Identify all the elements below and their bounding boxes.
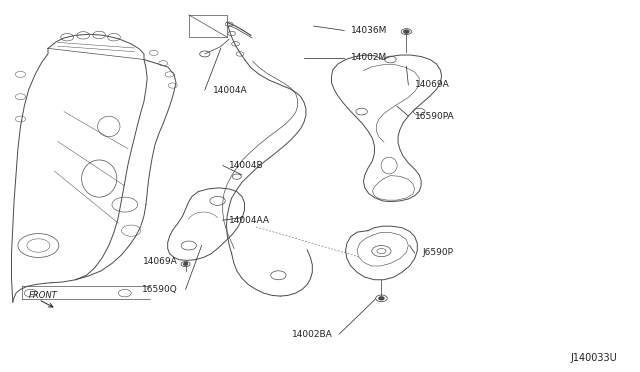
Circle shape <box>379 297 384 300</box>
Text: 16590PA: 16590PA <box>415 112 454 121</box>
Circle shape <box>404 30 409 33</box>
Text: J6590P: J6590P <box>422 248 453 257</box>
Text: 14002M: 14002M <box>351 53 387 62</box>
Text: FRONT: FRONT <box>29 291 58 300</box>
Circle shape <box>184 263 188 265</box>
Text: 14036M: 14036M <box>351 26 387 35</box>
Text: J140033U: J140033U <box>571 353 618 363</box>
Text: 14004B: 14004B <box>229 161 264 170</box>
Text: 14069A: 14069A <box>415 80 449 89</box>
Text: 14069A: 14069A <box>143 257 178 266</box>
Text: 14002BA: 14002BA <box>292 330 333 339</box>
Text: 14004AA: 14004AA <box>229 216 270 225</box>
Text: 16590Q: 16590Q <box>142 285 178 294</box>
Text: 14004A: 14004A <box>212 86 247 94</box>
